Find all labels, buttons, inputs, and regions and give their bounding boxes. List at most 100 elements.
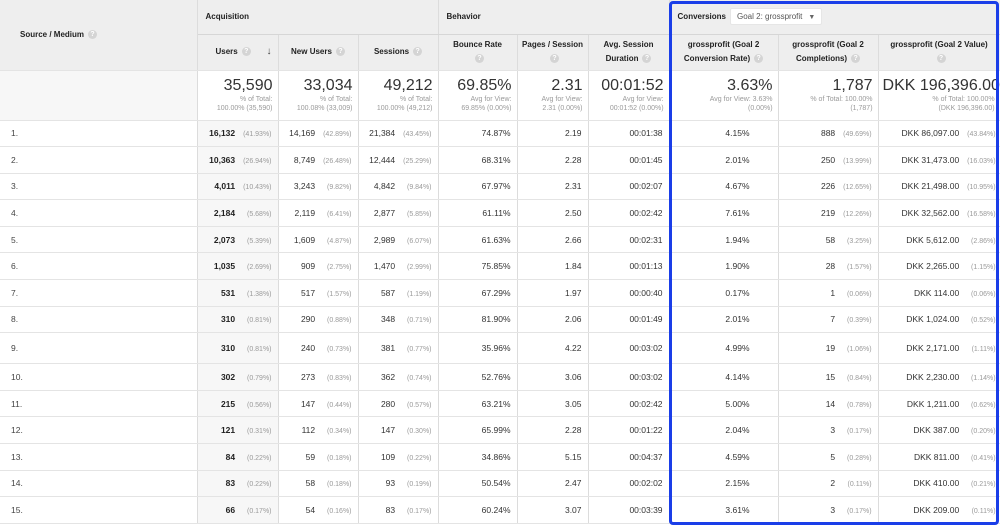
bounce-value: 68.31% [481, 154, 511, 165]
bounce-rate-cell: 50.54% [438, 470, 518, 498]
sessions-column-header[interactable]: Sessions? [358, 34, 439, 71]
users-pct-value: (0.81%) [246, 346, 272, 354]
new-users-value: 290 [300, 314, 316, 325]
avg-session-duration-cell: 00:00:40 [588, 279, 670, 307]
table-row[interactable]: 6. 1,035 (2.69%) 909 (2.75%) 1,470 (2.99… [0, 252, 1000, 281]
bounce-rate-cell: 34.86% [438, 443, 518, 471]
help-icon[interactable]: ? [936, 54, 946, 64]
help-icon[interactable]: ? [241, 47, 251, 57]
table-row[interactable]: 12. 121 (0.31%) 112 (0.34%) 147 (0.30%) … [0, 416, 1000, 445]
table-row[interactable]: 14. 83 (0.22%) 58 (0.18%) 93 (0.19%) 50.… [0, 470, 1000, 498]
users-pct-value: (1.38%) [246, 290, 272, 298]
goal-selector-dropdown[interactable]: Goal 2: grossprofit ▼ [730, 8, 823, 26]
bounce-rate-cell: 67.97% [438, 173, 518, 201]
table-row[interactable]: 3. 4,011 (10.43%) 3,243 (9.82%) 4,842 (9… [0, 173, 1000, 201]
users-pct-value: (0.56%) [246, 401, 272, 409]
table-row[interactable]: 9. 310 (0.81%) 240 (0.73%) 381 (0.77%) 3… [0, 332, 1000, 365]
new-users-cell: 54 (0.16%) [278, 496, 359, 524]
conv-rate-column-header[interactable]: grossprofit (Goal 2 Conversion Rate)? [669, 34, 779, 71]
bounce-rate-cell: 61.63% [438, 226, 518, 254]
avg-session-duration-cell: 00:02:42 [588, 199, 670, 227]
new-users-column-header[interactable]: New Users? [278, 34, 359, 71]
table-row[interactable]: 8. 310 (0.81%) 290 (0.88%) 348 (0.71%) 8… [0, 306, 1000, 334]
completions-pct-value: (0.17%) [847, 428, 872, 436]
behavior-group-header: Behavior [438, 0, 670, 35]
new-users-pct-value: (4.87%) [326, 237, 352, 245]
table-row[interactable]: 7. 531 (1.38%) 517 (1.57%) 587 (1.19%) 6… [0, 279, 1000, 307]
idx-value: 14. [11, 478, 23, 489]
sort-descending-icon[interactable]: ↓ [266, 46, 272, 57]
bounce-rate-cell: 74.87% [438, 120, 518, 148]
bounce-rate-cell: 75.85% [438, 252, 518, 281]
pages-session-cell: 3.07 [517, 496, 589, 524]
value-value: DKK 2,171.00 [906, 343, 960, 354]
new-users-value: 240 [300, 343, 316, 354]
conv-rate-cell: 4.67% [669, 173, 779, 201]
completions-pct-value: (0.84%) [847, 375, 872, 383]
help-icon[interactable]: ? [754, 54, 764, 64]
table-row[interactable]: 5. 2,073 (5.39%) 1,609 (4.87%) 2,989 (6.… [0, 226, 1000, 254]
sessions-pct-value: (1.19%) [407, 290, 432, 298]
table-body: 1. 16,132 (41.93%) 14,169 (42.89%) 21,38… [0, 120, 1000, 524]
table-row[interactable]: 13. 84 (0.22%) 59 (0.18%) 109 (0.22%) 34… [0, 443, 1000, 471]
conv-rate-cell: 0.17% [669, 279, 779, 307]
source-medium-header[interactable]: Source / Medium? [0, 0, 198, 71]
pages-session-column-header[interactable]: Pages / Session? [517, 34, 589, 71]
sessions-pct-value: (43.45%) [403, 131, 432, 139]
help-icon[interactable]: ? [413, 47, 423, 57]
users-value: 310 [220, 343, 236, 354]
bounce-rate-column-header[interactable]: Bounce Rate? [438, 34, 518, 71]
value-cell: DKK 114.00 (0.06%) [878, 279, 1000, 307]
completions-cell: 2 (0.11%) [778, 470, 879, 498]
sessions-value: 280 [380, 398, 396, 409]
users-pct-value: (0.17%) [246, 508, 272, 516]
users-value: 84 [225, 451, 236, 462]
table-row[interactable]: 1. 16,132 (41.93%) 14,169 (42.89%) 21,38… [0, 120, 1000, 148]
duration-value: 00:04:37 [629, 451, 663, 462]
value-value: DKK 21,498.00 [901, 181, 960, 192]
value-value: DKK 209.00 [913, 505, 960, 516]
value-column-header[interactable]: grossprofit (Goal 2 Value)? [878, 34, 1000, 71]
completions-cell: 58 (3.25%) [778, 226, 879, 254]
new-users-value: 1,609 [293, 234, 316, 245]
new-users-value: 3,243 [293, 181, 316, 192]
avg-session-duration-cell: 00:01:45 [588, 146, 670, 174]
table-row[interactable]: 15. 66 (0.17%) 54 (0.16%) 83 (0.17%) 60.… [0, 496, 1000, 524]
idx-value: 15. [11, 505, 23, 516]
users-column-header[interactable]: Users? ↓ [197, 34, 279, 71]
users-value: 83 [225, 478, 236, 489]
bounce-rate-header-label: Bounce Rate [453, 40, 502, 49]
help-icon[interactable]: ? [851, 54, 861, 64]
idx-value: 7. [11, 287, 19, 298]
value-cell: DKK 2,265.00 (1.15%) [878, 252, 1000, 281]
avg-session-duration-column-header[interactable]: Avg. Session Duration? [588, 34, 670, 71]
table-row[interactable]: 2. 10,363 (26.94%) 8,749 (26.48%) 12,444… [0, 146, 1000, 174]
pages-session-cell: 2.47 [517, 470, 589, 498]
bounce-value: 67.29% [481, 287, 511, 298]
conv-rate-value: 7.61% [725, 208, 750, 219]
help-icon[interactable]: ? [335, 47, 345, 57]
help-icon[interactable]: ? [550, 54, 560, 64]
row-index: 14. [0, 470, 198, 498]
help-icon[interactable]: ? [88, 30, 98, 40]
completions-column-header[interactable]: grossprofit (Goal 2 Completions)? [778, 34, 879, 71]
bounce-value: 67.97% [481, 181, 511, 192]
total-conv-rate: 3.63% Avg for View: 3.63% (0.00%) [669, 70, 779, 121]
new-users-value: 14,169 [289, 128, 316, 139]
table-row[interactable]: 4. 2,184 (5.68%) 2,119 (6.41%) 2,877 (5.… [0, 199, 1000, 227]
sessions-value: 587 [380, 287, 396, 298]
row-index: 8. [0, 306, 198, 334]
sessions-value: 381 [380, 343, 396, 354]
help-icon[interactable]: ? [475, 54, 485, 64]
bounce-value: 61.11% [482, 208, 511, 219]
table-row[interactable]: 10. 302 (0.79%) 273 (0.83%) 362 (0.74%) … [0, 363, 1000, 391]
table-row[interactable]: 11. 215 (0.56%) 147 (0.44%) 280 (0.57%) … [0, 390, 1000, 418]
row-index: 1. [0, 120, 198, 148]
duration-value: 00:02:31 [629, 234, 663, 245]
conv-rate-value: 2.01% [725, 314, 750, 325]
total-bounce-rate: 69.85% Avg for View: 69.85% (0.00%) [438, 70, 518, 121]
conv-rate-value: 2.15% [725, 478, 750, 489]
help-icon[interactable]: ? [642, 54, 652, 64]
users-cell: 1,035 (2.69%) [197, 252, 279, 281]
